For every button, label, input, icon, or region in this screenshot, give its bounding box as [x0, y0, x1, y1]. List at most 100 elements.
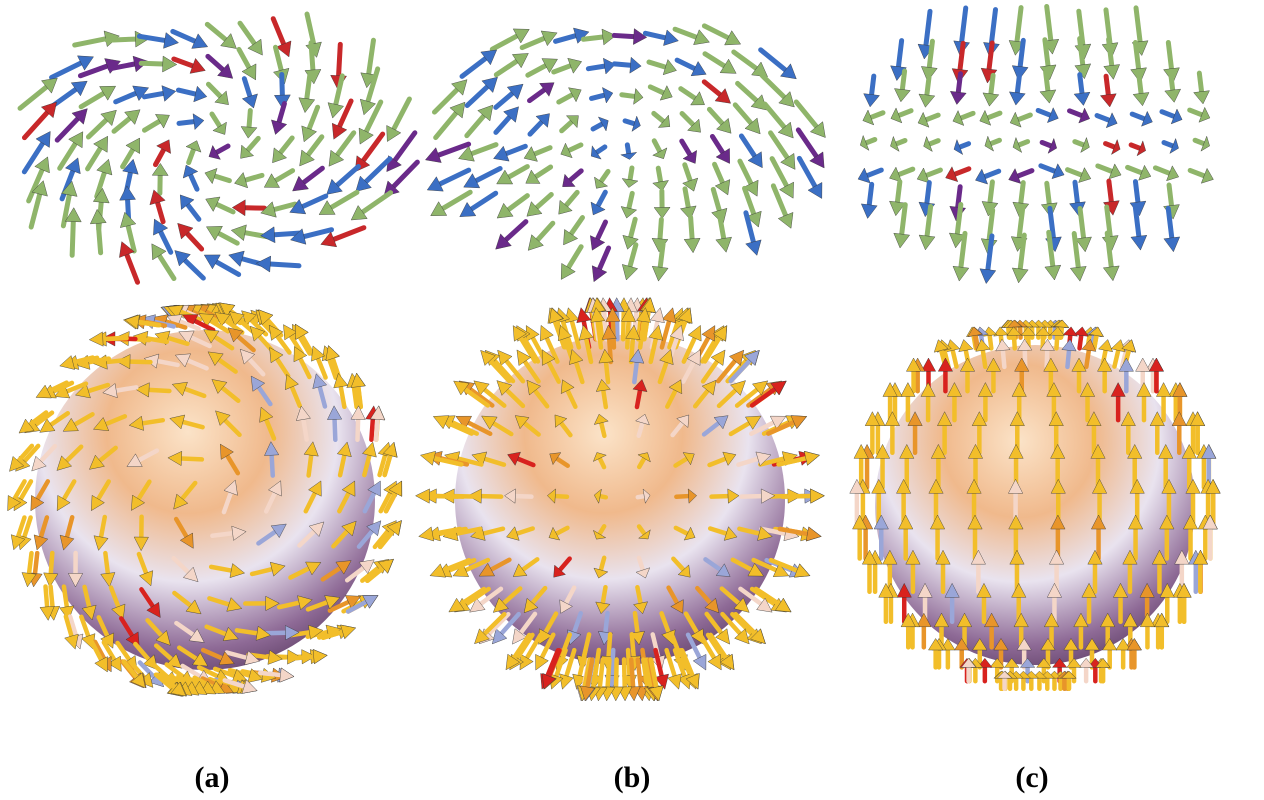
arrow-shaft	[691, 217, 692, 238]
arrow-shaft	[188, 205, 199, 220]
arrow-shaft	[603, 390, 606, 407]
arrow-shaft	[638, 660, 641, 687]
arrow-shaft	[190, 175, 197, 189]
arrow-shaft	[1139, 75, 1141, 93]
arrow-head	[983, 93, 999, 106]
arrow-shaft	[569, 145, 581, 151]
arrow-shaft	[1114, 350, 1118, 366]
arrow-shaft	[1019, 142, 1028, 145]
arrow-head	[1164, 237, 1180, 252]
arrow-shaft	[1075, 142, 1084, 145]
arrow-shaft	[1018, 171, 1032, 176]
arrow-shaft	[149, 390, 169, 391]
arrow-shaft	[1019, 208, 1023, 237]
arrow-head	[663, 30, 678, 46]
arrow-shaft	[630, 168, 632, 180]
arrow-shaft	[440, 170, 469, 184]
arrow-shaft	[866, 140, 875, 143]
arrow-head	[894, 89, 910, 102]
arrow-shaft	[1086, 350, 1088, 366]
arrow-shaft	[960, 144, 969, 147]
arrow-shaft	[496, 61, 516, 75]
arrow-shaft	[179, 122, 194, 124]
arrow-shaft	[1014, 335, 1015, 348]
arrow-shaft	[899, 111, 911, 116]
arrow-shaft	[1131, 145, 1140, 148]
arrow-shaft	[705, 54, 724, 66]
arrow-shaft	[538, 223, 553, 240]
arrow-head	[120, 186, 136, 200]
arrow-shaft	[1041, 166, 1055, 171]
arrow-shaft	[248, 138, 259, 150]
arrow-shaft	[275, 47, 281, 70]
arrow-shaft	[496, 93, 513, 107]
arrow-shaft	[1042, 142, 1051, 145]
arrow-shaft	[1094, 335, 1096, 348]
arrow-shaft	[467, 116, 484, 136]
arrow-shaft	[216, 262, 238, 275]
arrow-shaft	[335, 419, 336, 439]
arrow-shaft	[1135, 182, 1137, 202]
arrow-shaft	[371, 419, 372, 439]
arrow-shaft	[867, 170, 881, 175]
arrow-head	[1133, 92, 1149, 105]
arrow-head	[634, 88, 644, 104]
arrow-shaft	[738, 83, 757, 100]
arrow-head	[1194, 91, 1210, 104]
arrow-shaft	[741, 496, 761, 497]
arrow-shaft	[975, 335, 977, 348]
arrow-shaft	[926, 11, 930, 45]
arrow-shaft	[929, 41, 932, 67]
arrow-shaft	[116, 93, 136, 102]
arrow-shaft	[929, 141, 938, 144]
arrow-shaft	[534, 148, 550, 154]
arrow-head	[864, 94, 880, 107]
panel-label: (c)	[1015, 761, 1048, 794]
arrow-shaft	[1106, 76, 1108, 94]
arrow-shaft	[1168, 208, 1172, 237]
arrow-shaft	[1106, 144, 1115, 147]
arrow-head	[60, 356, 75, 370]
arrow-shaft	[1080, 208, 1084, 237]
arrow-shaft	[902, 71, 904, 89]
arrow-shaft	[143, 420, 163, 423]
arrow-shaft	[309, 455, 312, 475]
arrow-head	[1045, 265, 1061, 280]
arrow-head	[1100, 94, 1116, 107]
arrow-shaft	[704, 82, 720, 95]
arrow-shaft	[273, 19, 283, 44]
arrow-shaft	[570, 171, 581, 181]
arrow-shaft	[114, 118, 130, 131]
arrow-shaft	[1097, 116, 1109, 121]
arrow-shaft	[571, 218, 582, 234]
arrow-head	[90, 209, 106, 224]
arrow-shaft	[1017, 74, 1019, 92]
arrow-shaft	[508, 196, 527, 210]
arrow-shaft	[376, 419, 378, 439]
arrow-shaft	[239, 49, 249, 67]
arrow-shaft	[337, 133, 353, 155]
arrow-shaft	[337, 166, 358, 185]
arrow-shaft	[650, 87, 663, 93]
arrow-shaft	[598, 192, 605, 206]
arrow-shaft	[24, 112, 47, 137]
arrow-shaft	[103, 338, 123, 339]
arrow-head	[351, 406, 365, 420]
arrow-shaft	[339, 44, 341, 75]
arrow-shaft	[734, 52, 757, 68]
arrow-shaft	[991, 10, 995, 44]
arrow-shaft	[334, 228, 364, 240]
arrow-shaft	[606, 362, 608, 382]
arrow-shaft	[309, 107, 317, 129]
arrow-shaft	[1190, 170, 1204, 175]
arrow-shaft	[741, 136, 754, 156]
arrow-shaft	[302, 196, 325, 206]
arrow-shaft	[208, 84, 220, 96]
arrow-shaft	[274, 204, 295, 209]
arrow-shaft	[1080, 335, 1082, 348]
arrow-head	[622, 178, 638, 187]
arrow-head	[1009, 92, 1025, 105]
arrow-shaft	[990, 182, 992, 202]
arrow-shaft	[600, 660, 603, 687]
arrow-head	[419, 527, 434, 541]
